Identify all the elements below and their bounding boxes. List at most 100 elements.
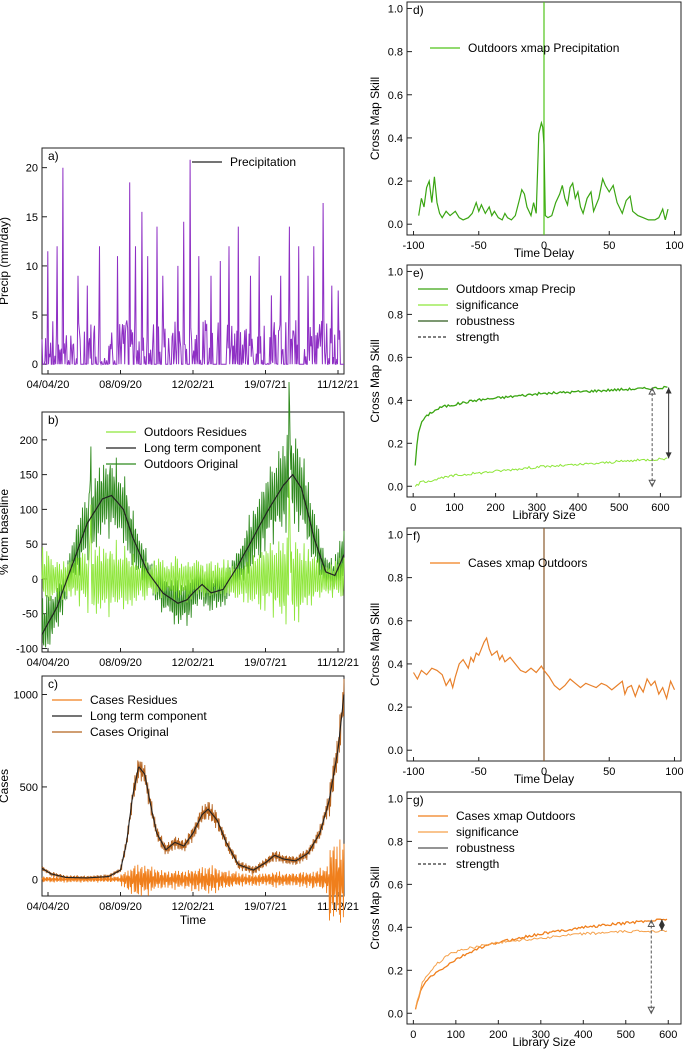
- y-tick-label: 1.0: [388, 3, 403, 15]
- x-tick-label: 600: [651, 502, 669, 514]
- legend-label: significance: [456, 298, 519, 312]
- strength-arrowhead: [648, 387, 656, 395]
- x-tick-label: 600: [659, 1029, 677, 1041]
- y-tick-label: 20: [26, 163, 38, 175]
- x-tick-label: 08/09/20: [99, 657, 142, 669]
- legend-label: Precipitation: [230, 155, 296, 169]
- x-tick-label: -100: [403, 240, 425, 252]
- panel-label: c): [48, 677, 58, 691]
- legend-label: Cases Residues: [90, 693, 177, 707]
- x-tick-label: 0: [410, 502, 416, 514]
- x-tick-label: 0: [541, 766, 547, 778]
- y-axis-label: Precip (mm/day): [0, 217, 11, 305]
- x-tick-label: 19/07/21: [244, 379, 287, 391]
- x-tick-label: 04/04/20: [27, 379, 70, 391]
- x-tick-label: 12/02/21: [172, 379, 215, 391]
- panel-f: Cross Map Skill Time Delay f) 0.0 0.2 0.4 0.6 0…: [368, 527, 684, 786]
- panel-b: % from baseline b) -100 -50 0 50 100 150 200 04/0…: [0, 381, 359, 669]
- robustness-arrowhead: [658, 919, 665, 926]
- cross-map-skill-line: [414, 385, 668, 466]
- y-axis-label: Cross Map Skill: [368, 603, 382, 686]
- x-tick-label: 19/07/21: [244, 901, 287, 913]
- y-tick-label: 5: [32, 310, 38, 322]
- panel-d: Cross Map Skill Time Delay d) 0.0 0.2 0.4 0.6 0…: [368, 1, 684, 260]
- legend-label: Long term component: [90, 709, 207, 723]
- y-tick-label: 0.4: [388, 395, 403, 407]
- panel-label: a): [48, 149, 59, 163]
- y-tick-label: 15: [26, 212, 38, 224]
- panel-label: g): [413, 793, 424, 807]
- legend-label: significance: [456, 825, 519, 839]
- cross-map-skill-line: [414, 918, 668, 1010]
- legend-label: Cases xmap Outdoors: [468, 556, 587, 570]
- strength-arrowhead: [647, 919, 656, 927]
- y-axis-label: Cross Map Skill: [368, 77, 382, 160]
- y-tick-label: 0.2: [388, 176, 403, 188]
- y-axis-label: % from baseline: [0, 489, 11, 575]
- y-tick-label: 0: [32, 359, 38, 371]
- x-tick-label: 400: [569, 502, 587, 514]
- legend-label: Outdoors xmap Precip: [456, 282, 576, 296]
- long-term-component-line: [41, 473, 345, 635]
- panel-label: d): [413, 3, 424, 17]
- x-tick-label: -50: [471, 766, 487, 778]
- x-tick-label: 04/04/20: [27, 901, 70, 913]
- panel-a: Precip (mm/day) a) 0 5 10 15 20 04/04/20 08/09/2…: [0, 147, 359, 391]
- y-tick-label: 0.8: [388, 573, 403, 585]
- x-axis-label: Time Delay: [514, 772, 574, 786]
- legend-label: Outdoors xmap Precipitation: [468, 41, 619, 55]
- y-tick-label: 0.0: [388, 219, 403, 231]
- y-tick-label: 0.4: [388, 133, 403, 145]
- legend-label: strength: [456, 330, 499, 344]
- outdoors-residues-line: [41, 479, 345, 625]
- x-tick-label: 50: [603, 240, 615, 252]
- y-tick-label: 0.8: [388, 47, 403, 59]
- panel-c: Cases Time c) 0 500 1000 04/04/20 08/09/20 12/02…: [0, 675, 359, 927]
- x-tick-label: 0: [541, 240, 547, 252]
- x-axis-label: Library Size: [512, 508, 576, 522]
- y-tick-label: 0.6: [388, 90, 403, 102]
- x-tick-label: 08/09/20: [99, 379, 142, 391]
- legend-label: robustness: [456, 314, 515, 328]
- legend-label: Cases Original: [90, 725, 169, 739]
- strength-arrowhead: [648, 479, 656, 488]
- x-tick-label: -100: [403, 766, 425, 778]
- significance-line: [415, 929, 668, 1009]
- y-tick-label: 0.0: [388, 481, 403, 493]
- x-tick-label: 500: [617, 1029, 635, 1041]
- panel-label: e): [413, 266, 424, 280]
- legend-label: strength: [456, 857, 499, 871]
- y-tick-label: 0.2: [388, 965, 403, 977]
- x-axis-label: Time: [180, 913, 207, 927]
- legend-label: Outdoors Original: [144, 457, 238, 471]
- robustness-arrowhead: [658, 924, 665, 931]
- y-tick-label: 0.0: [388, 1008, 403, 1020]
- y-tick-label: 0: [32, 874, 38, 886]
- y-tick-label: 0.6: [388, 616, 403, 628]
- x-tick-label: 500: [610, 502, 628, 514]
- panel-e: Cross Map Skill Library Size e) 0.0 0.2 0.4 0.…: [368, 264, 682, 522]
- x-tick-label: 300: [528, 502, 546, 514]
- x-axis-label: Time Delay: [514, 246, 574, 260]
- x-tick-label: 400: [574, 1029, 592, 1041]
- x-tick-label: 11/12/21: [317, 901, 359, 913]
- y-tick-label: 0.2: [388, 438, 403, 450]
- x-tick-label: -50: [471, 240, 487, 252]
- panel-label: f): [413, 529, 420, 543]
- y-tick-label: 0.0: [388, 745, 403, 757]
- x-tick-label: 100: [447, 1029, 465, 1041]
- y-tick-label: 0.4: [388, 922, 403, 934]
- y-tick-label: 0.4: [388, 659, 403, 671]
- x-tick-label: 11/12/21: [317, 657, 359, 669]
- y-tick-label: -50: [22, 609, 38, 621]
- y-tick-label: 1.0: [388, 266, 403, 278]
- legend-label: Outdoors Residues: [144, 425, 247, 439]
- y-axis-label: Cross Map Skill: [368, 339, 382, 422]
- legend-label: Long term component: [144, 441, 261, 455]
- x-tick-label: 08/09/20: [99, 901, 142, 913]
- y-tick-label: 150: [20, 470, 38, 482]
- significance-line: [414, 457, 668, 487]
- cross-map-line: [418, 120, 669, 221]
- y-tick-label: 50: [26, 539, 38, 551]
- robustness-arrowhead: [665, 452, 672, 459]
